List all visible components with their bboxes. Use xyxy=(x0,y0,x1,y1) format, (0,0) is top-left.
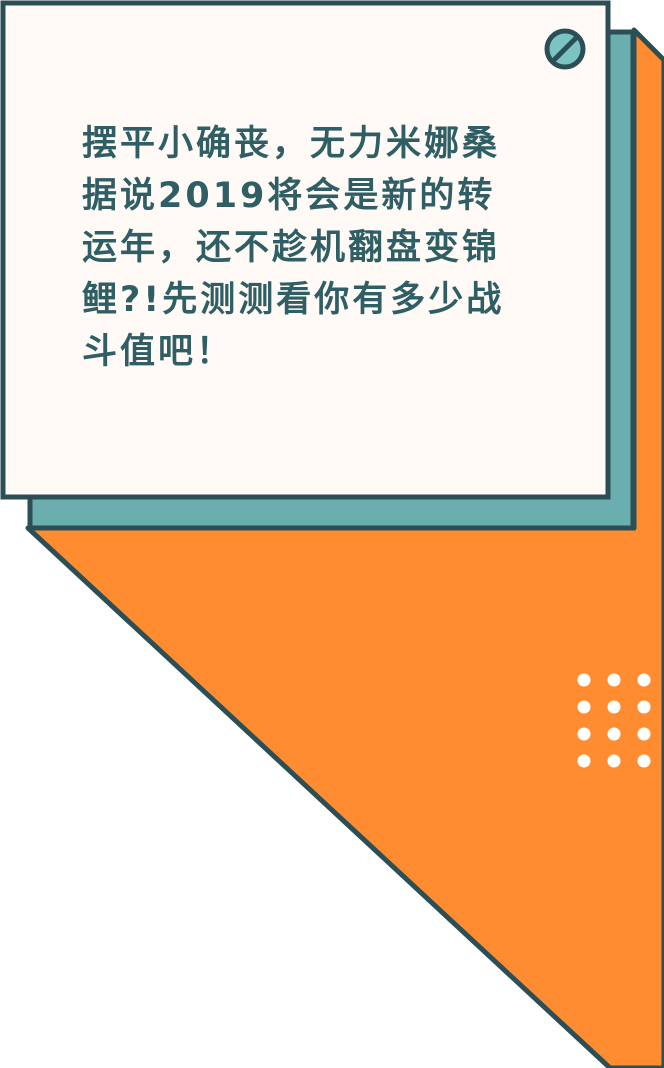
card-message-text: 摆平小确丧，无力米娜桑 据说2019将会是新的转 运年，还不趁机翻盘变锦 鲤?!… xyxy=(82,124,505,372)
no-entry-icon xyxy=(544,28,586,70)
message-card xyxy=(0,0,611,500)
dot-grid xyxy=(577,673,651,768)
